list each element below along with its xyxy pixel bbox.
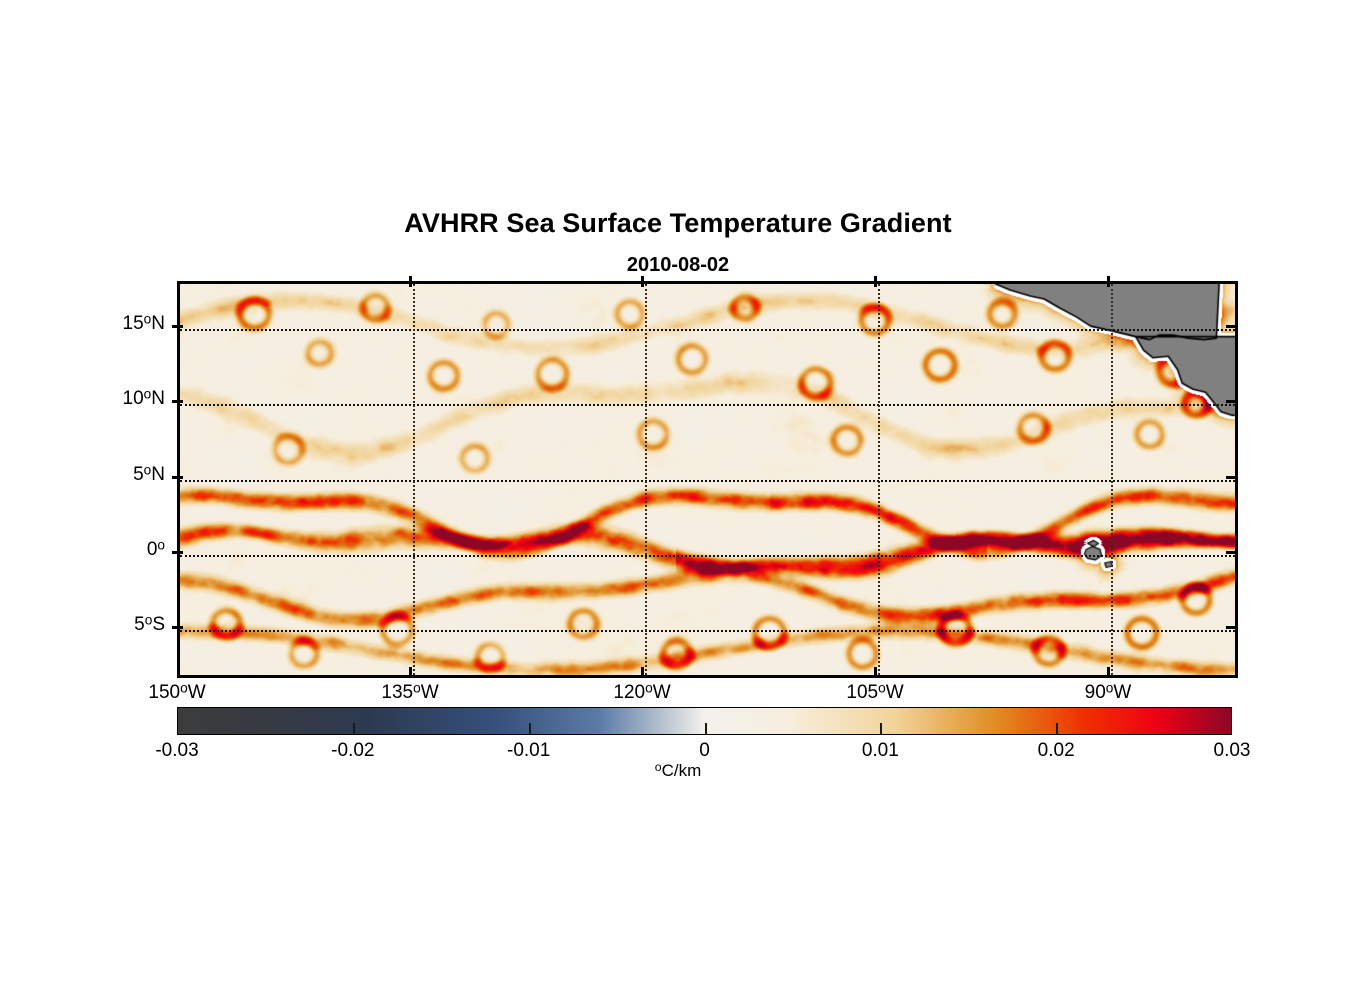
colorbar-tick-label: -0.01 <box>507 740 551 761</box>
x-axis-tick-label: 150oW <box>148 680 206 703</box>
sst-gradient-heatmap <box>180 284 1235 675</box>
colorbar-tick-mark <box>528 723 531 735</box>
y-tick-mark <box>172 325 183 328</box>
colorbar-tick-label: -0.02 <box>331 740 375 761</box>
y-axis-tick-label: 5oN <box>133 462 165 485</box>
x-tick-mark-top <box>1107 276 1110 287</box>
colorbar-tick-mark <box>1056 723 1059 735</box>
x-axis-tick-label: 135oW <box>381 680 439 703</box>
x-axis-tick-label: 105oW <box>846 680 904 703</box>
x-tick-mark-top <box>641 276 644 287</box>
x-tick-mark <box>641 667 644 678</box>
x-axis-tick-label: 120oW <box>613 680 671 703</box>
y-axis-tick-label: 10oN <box>122 386 165 409</box>
y-tick-mark <box>172 626 183 629</box>
colorbar-tick-mark <box>352 723 355 735</box>
x-tick-mark-top <box>874 276 877 287</box>
figure-subtitle: 2010-08-02 <box>626 254 730 276</box>
y-tick-mark <box>172 476 183 479</box>
colorbar-tick-label: 0.02 <box>1037 740 1075 761</box>
y-tick-mark-right <box>1226 626 1237 629</box>
x-tick-mark-top <box>409 276 412 287</box>
y-tick-mark <box>172 551 183 554</box>
x-axis-tick-label: 90oW <box>1084 680 1132 703</box>
colorbar-tick-label: 0.01 <box>861 740 899 761</box>
x-tick-mark <box>874 667 877 678</box>
colorbar-tick-label: 0.03 <box>1213 740 1251 761</box>
y-tick-mark-right <box>1226 551 1237 554</box>
y-axis-tick-label: 15oN <box>122 311 165 334</box>
y-tick-mark <box>172 400 183 403</box>
colorbar-tick-label: -0.03 <box>155 740 199 761</box>
y-tick-mark-right <box>1226 476 1237 479</box>
map-axes[interactable] <box>177 281 1238 678</box>
x-tick-mark <box>409 667 412 678</box>
x-tick-mark <box>1107 667 1110 678</box>
colorbar-tick-mark <box>880 723 883 735</box>
y-tick-mark-right <box>1226 400 1237 403</box>
colorbar-tick-mark <box>704 723 707 735</box>
colorbar-tick-label: 0 <box>699 740 710 761</box>
figure-title: AVHRR Sea Surface Temperature Gradient <box>404 208 952 238</box>
y-tick-mark-right <box>1226 325 1237 328</box>
y-axis-tick-label: 5oS <box>134 612 165 635</box>
y-axis-tick-label: 0o <box>146 537 165 560</box>
colorbar-unit-label: oC/km <box>654 759 702 780</box>
